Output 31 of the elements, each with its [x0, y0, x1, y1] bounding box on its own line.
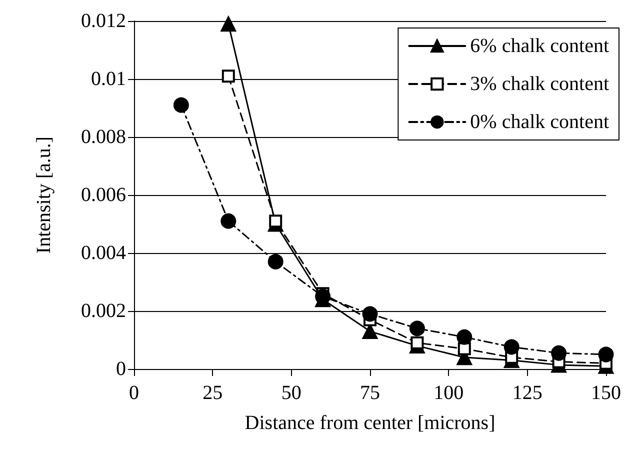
- point: [220, 213, 236, 229]
- point: [409, 320, 425, 336]
- x-tick-label: 150: [591, 382, 621, 404]
- y-tick-label: 0.002: [81, 300, 126, 322]
- point: [268, 254, 284, 270]
- point: [173, 97, 189, 113]
- y-tick-label: 0.008: [81, 126, 126, 148]
- x-tick-label: 100: [434, 382, 464, 404]
- y-tick-label: 0.004: [81, 242, 126, 264]
- x-axis-title: Distance from center [microns]: [244, 412, 496, 434]
- legend-label: 0% chalk content: [470, 111, 610, 133]
- y-tick-label: 0.012: [81, 10, 126, 32]
- point: [222, 70, 235, 83]
- point: [551, 345, 567, 361]
- y-tick-label: 0: [116, 358, 126, 380]
- y-axis-title: Intensity [a.u.]: [33, 136, 55, 254]
- point: [362, 306, 378, 322]
- point: [598, 346, 614, 362]
- y-tick-label: 0.01: [91, 68, 126, 90]
- x-tick-label: 50: [281, 382, 302, 404]
- point: [504, 339, 520, 355]
- x-tick-label: 125: [512, 382, 542, 404]
- x-tick-label: 25: [202, 382, 223, 404]
- point: [456, 329, 472, 345]
- legend-label: 6% chalk content: [470, 35, 610, 57]
- point: [410, 336, 424, 350]
- y-tick-label: 0.006: [81, 184, 126, 206]
- legend-label: 3% chalk content: [470, 73, 610, 95]
- point: [220, 16, 236, 32]
- x-tick-label: 75: [360, 382, 380, 404]
- point: [269, 214, 282, 228]
